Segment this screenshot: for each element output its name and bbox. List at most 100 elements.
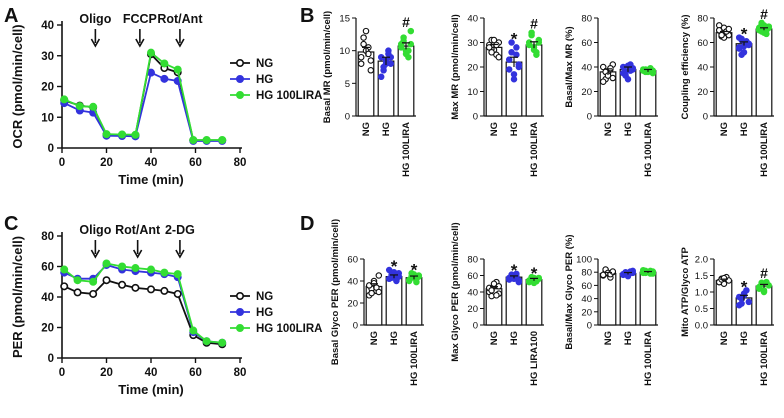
panel-a-y-tick-label: 20 bbox=[41, 82, 54, 94]
panel-b1-data-point bbox=[387, 60, 395, 67]
panel-d4-y-tick-label: 1.5 bbox=[695, 271, 708, 282]
panel-b2-data-point bbox=[488, 49, 495, 56]
panel-b2-category-label: HG 100LIRA bbox=[529, 122, 540, 177]
panel-letter-c: C bbox=[4, 213, 18, 235]
panel-d2-y-tick-label: 0 bbox=[473, 321, 478, 332]
panel-b4-data-point bbox=[763, 30, 770, 38]
panel-b4-bar bbox=[755, 28, 773, 117]
panel-b1-y-tick-label: 5 bbox=[345, 79, 350, 90]
panel-a-data-point bbox=[160, 59, 169, 68]
panel-d2-data-point bbox=[515, 278, 523, 286]
panel-b1-y-label: Basal MR (pmol/min/cell) bbox=[322, 11, 333, 123]
panel-d4-y-tick-label: 0.0 bbox=[695, 321, 708, 332]
panel-d1-category-label: HG bbox=[389, 331, 400, 345]
panel-c-x-tick-label: 0 bbox=[59, 367, 65, 379]
panel-d4-significance-mark: # bbox=[760, 265, 768, 281]
panel-c-data-point bbox=[131, 264, 140, 273]
panel-d3-y-tick-label: 100 bbox=[576, 255, 592, 266]
panel-a-data-point bbox=[218, 136, 227, 145]
panel-a-annotation: Oligo bbox=[79, 12, 111, 26]
panel-letter-d: D bbox=[300, 213, 314, 235]
panel-a-annotation: FCCP bbox=[123, 12, 157, 26]
panel-c-data-point bbox=[173, 270, 182, 279]
panel-b2-data-point bbox=[510, 71, 518, 78]
panel-d3-y-tick-label: 60 bbox=[581, 281, 592, 292]
panel-a-series-line bbox=[63, 51, 223, 141]
panel-a-data-point bbox=[160, 74, 169, 83]
panel-b1-data-point bbox=[380, 63, 387, 71]
panel-c-data-point bbox=[118, 280, 127, 289]
panel-b2-data-point bbox=[505, 56, 513, 63]
panel-d1-data-point bbox=[375, 288, 383, 296]
panel-b1-data-point bbox=[377, 73, 385, 81]
panel-b4-data-point bbox=[725, 25, 733, 33]
panel-b1-data-point bbox=[357, 60, 365, 67]
panel-b1-data-point bbox=[400, 37, 407, 45]
panel-c-y-tick-label: 0 bbox=[48, 353, 54, 365]
panel-d1-data-point bbox=[385, 266, 393, 274]
panel-c-data-point bbox=[147, 265, 156, 274]
panel-a-annotation-arrowhead bbox=[90, 38, 101, 48]
panel-b2-y-tick-label: 20 bbox=[467, 63, 478, 74]
panel-c-x-tick-label: 60 bbox=[189, 367, 202, 379]
panel-b2-data-point bbox=[508, 39, 515, 46]
panel-c-data-point bbox=[60, 282, 69, 291]
panel-b4-data-point bbox=[738, 51, 745, 58]
panel-d2-significance-mark: * bbox=[531, 264, 538, 283]
panel-d2-category-label: HG bbox=[509, 331, 520, 345]
panel-c-y-label: PER (pmol/min/cell) bbox=[10, 236, 25, 358]
panel-b1-category-label: HG bbox=[381, 122, 392, 136]
panel-c-data-point bbox=[118, 262, 127, 271]
panel-b1-data-point bbox=[360, 34, 367, 41]
panel-c-y-tick-label: 60 bbox=[41, 262, 54, 274]
panel-a-y-tick-label: 40 bbox=[41, 20, 54, 32]
panel-b4-y-tick-label: 40 bbox=[697, 63, 708, 74]
panel-d4-significance-mark: * bbox=[741, 277, 748, 296]
panel-a-data-point bbox=[173, 65, 182, 74]
panel-b3-y-tick-label: 80 bbox=[581, 14, 592, 25]
panel-c-data-point bbox=[160, 286, 169, 295]
panel-b2-significance-mark: # bbox=[530, 16, 538, 32]
panel-c-legend-label: HG 100LIRA bbox=[256, 323, 322, 335]
panel-b3-y-label: Basal/Max MR (%) bbox=[564, 26, 575, 107]
panel-c-legend-marker bbox=[236, 323, 245, 332]
panel-d2-data-point bbox=[493, 292, 500, 299]
panel-b2-data-point bbox=[528, 29, 535, 36]
panel-a-y-tick-label: 0 bbox=[48, 143, 54, 155]
panel-b1-data-point bbox=[360, 40, 367, 48]
panel-d4-data-point bbox=[743, 287, 750, 294]
panel-c-annotation: Rot/Ant bbox=[115, 223, 161, 237]
panel-d1-data-point bbox=[375, 272, 383, 279]
panel-b4-y-tick-label: 20 bbox=[697, 87, 708, 98]
panel-a-data-point bbox=[89, 102, 98, 111]
panel-c-data-point bbox=[102, 259, 111, 268]
panel-b3-data-point bbox=[622, 72, 629, 79]
panel-b4-category-label: NG bbox=[719, 122, 730, 136]
panel-a-data-point bbox=[189, 136, 198, 145]
panel-c-data-point bbox=[102, 276, 111, 285]
panel-c-data-point bbox=[60, 265, 69, 274]
panel-d4-data-point bbox=[760, 287, 768, 294]
panel-c-series-line bbox=[63, 263, 223, 344]
panel-a-y-tick-label: 10 bbox=[41, 112, 54, 124]
panel-d4-data-point bbox=[745, 298, 753, 306]
panel-a-data-point bbox=[60, 95, 69, 104]
panel-a-x-tick-label: 0 bbox=[59, 157, 65, 169]
panel-d4-y-tick-label: 1.0 bbox=[695, 288, 708, 299]
panel-a-x-label: Time (min) bbox=[118, 172, 184, 187]
panel-d3-bar bbox=[619, 272, 637, 326]
panel-d4-y-label: Mito ATP/Glyco ATP bbox=[680, 246, 691, 336]
panel-d4-data-point bbox=[765, 282, 773, 289]
panel-c-data-point bbox=[73, 288, 82, 297]
panel-c-y-tick-label: 40 bbox=[41, 292, 54, 304]
panel-d3-category-label: HG 100LIRA bbox=[643, 331, 654, 386]
panel-b4-y-tick-label: 0 bbox=[703, 112, 708, 123]
panel-d1-data-point bbox=[368, 289, 375, 297]
panel-d4-y-tick-label: 0.5 bbox=[695, 304, 708, 315]
panel-d1-y-label: Basal Glyco PER (pmol/min/cell) bbox=[330, 219, 341, 365]
panel-b1-category-label: HG 100LIRA bbox=[401, 122, 412, 177]
panel-c-annotation: 2-DG bbox=[165, 223, 195, 237]
panel-b3-category-label: HG bbox=[623, 122, 634, 136]
panel-b3-y-tick-label: 40 bbox=[581, 63, 592, 74]
panel-b2-data-point bbox=[495, 53, 503, 61]
